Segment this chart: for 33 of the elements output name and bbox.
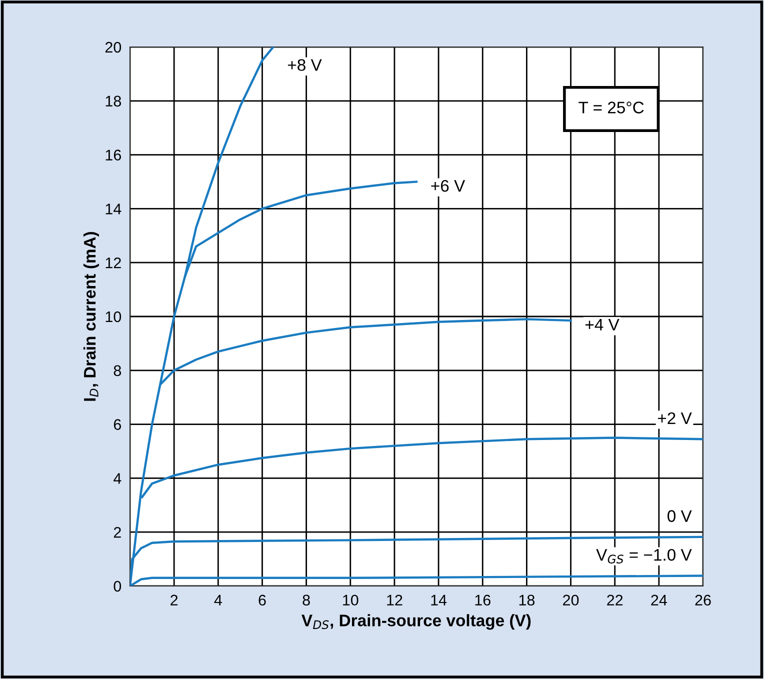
x-tick-label: 6: [258, 594, 266, 606]
x-tick-label: 2: [170, 594, 178, 606]
y-tick-label: 4: [114, 473, 122, 484]
x-tick-label: 8: [302, 594, 310, 606]
x-tick-label: 22: [607, 594, 623, 606]
series-label: +2 V: [658, 412, 692, 424]
y-axis-title: I$_{D}$, Drain current (mA): [83, 232, 99, 401]
series-label: V$_{GS}$ = −1.0 V: [596, 548, 692, 564]
y-tick-label: 2: [114, 526, 121, 538]
series-label: +8 V: [288, 59, 322, 71]
y-tick-label: 0: [114, 580, 122, 592]
y-tick-label: 12: [106, 257, 121, 268]
y-tick-label: 18: [106, 96, 122, 107]
series-label: 0 V: [668, 510, 692, 522]
y-tick-label: 16: [106, 150, 121, 160]
x-tick-label: 16: [475, 594, 490, 606]
y-tick-label: 14: [106, 204, 122, 214]
y-tick-label: 20: [105, 42, 122, 53]
x-tick-label: 26: [695, 594, 711, 606]
x-tick-label: 4: [214, 594, 222, 606]
x-axis-title: V$_{DS}$, Drain-source voltage (V): [302, 614, 531, 630]
x-tick-label: 24: [651, 594, 667, 606]
annotation: T = 25°C: [578, 102, 644, 114]
x-tick-label: 18: [519, 594, 535, 606]
y-tick-label: 6: [114, 419, 121, 430]
x-tick-label: 10: [343, 594, 358, 606]
series-label: +6 V: [431, 180, 466, 192]
series-label: +4 V: [585, 318, 620, 330]
x-tick-label: 20: [563, 594, 579, 606]
y-tick-label: 8: [114, 365, 122, 376]
x-tick-label: 12: [387, 594, 402, 606]
y-tick-label: 10: [106, 311, 122, 322]
x-tick-label: 14: [431, 594, 447, 606]
